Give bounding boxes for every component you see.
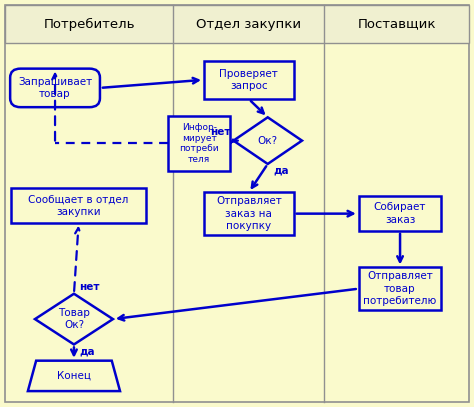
Bar xyxy=(204,193,294,235)
Bar xyxy=(11,188,146,223)
Text: нет: нет xyxy=(210,127,231,138)
Bar xyxy=(204,61,294,99)
Text: да: да xyxy=(80,346,95,357)
Bar xyxy=(359,267,441,310)
Text: Ок?: Ок? xyxy=(258,136,278,146)
Text: Товар
Ок?: Товар Ок? xyxy=(58,308,90,330)
Text: Сообщает в отдел
закупки: Сообщает в отдел закупки xyxy=(28,194,129,217)
Bar xyxy=(359,197,441,231)
Text: Собирает
заказ: Собирает заказ xyxy=(374,202,426,225)
Text: нет: нет xyxy=(79,282,99,292)
Text: Отправляет
товар
потребителю: Отправляет товар потребителю xyxy=(364,271,437,306)
Text: Отдел закупки: Отдел закупки xyxy=(196,18,301,31)
Bar xyxy=(168,116,230,171)
Text: Потребитель: Потребитель xyxy=(44,18,135,31)
Polygon shape xyxy=(28,361,120,391)
Bar xyxy=(5,5,469,43)
Text: Конец: Конец xyxy=(57,371,91,381)
Text: Отправляет
заказ на
покупку: Отправляет заказ на покупку xyxy=(216,196,282,231)
Text: Проверяет
запрос: Проверяет запрос xyxy=(219,69,278,91)
Polygon shape xyxy=(234,117,302,164)
Text: Инфор-
мирует
потреби
теля: Инфор- мирует потреби теля xyxy=(179,123,219,164)
Text: Запрашивает
товар: Запрашивает товар xyxy=(18,77,92,99)
FancyBboxPatch shape xyxy=(10,69,100,107)
Polygon shape xyxy=(35,294,113,344)
Text: Поставщик: Поставщик xyxy=(357,18,436,31)
Text: да: да xyxy=(273,166,289,176)
